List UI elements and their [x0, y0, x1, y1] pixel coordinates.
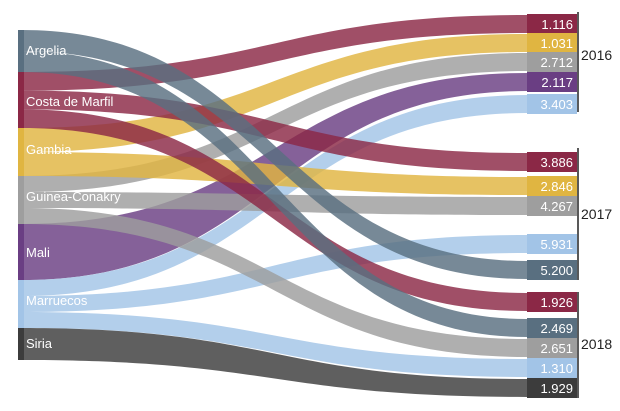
source-bars — [18, 30, 24, 360]
value-box — [527, 196, 577, 216]
year-label: 2017 — [581, 206, 612, 222]
value-box — [527, 52, 577, 72]
flow-ribbon-gambia-2016 — [22, 34, 527, 152]
value-box — [527, 338, 577, 358]
source-bar-costa-de-marfil — [18, 72, 24, 128]
source-bar-argelia — [18, 30, 24, 72]
flow-ribbon-argelia-2018 — [22, 51, 527, 337]
value-label: 2.846 — [540, 179, 573, 194]
value-box — [527, 72, 577, 92]
source-label: Mali — [26, 245, 50, 260]
flow-ribbon-guinea-conakry-2018 — [22, 208, 527, 357]
value-label: 2.712 — [540, 55, 573, 70]
value-label: 4.267 — [540, 199, 573, 214]
value-box — [527, 176, 577, 196]
year-label: 2016 — [581, 47, 612, 63]
year-label: 2018 — [581, 336, 612, 352]
flow-ribbon-costa-de-marfil-2018 — [22, 109, 527, 311]
value-box — [527, 94, 577, 114]
source-bar-siria — [18, 328, 24, 360]
value-box — [527, 260, 577, 280]
source-bar-marruecos — [18, 280, 24, 328]
destination-bars — [527, 14, 577, 398]
value-box — [527, 358, 577, 378]
value-box — [527, 33, 577, 53]
value-box — [527, 14, 577, 34]
source-label: Guinea-Conakry — [26, 189, 121, 204]
value-label: 1.929 — [540, 381, 573, 396]
value-box — [527, 292, 577, 312]
value-box — [527, 318, 577, 338]
source-bar-gambia — [18, 128, 24, 176]
source-bar-mali — [18, 224, 24, 280]
source-label: Gambia — [26, 142, 72, 157]
value-box — [527, 234, 577, 254]
value-label: 5.200 — [540, 263, 573, 278]
value-label: 1.116 — [541, 17, 573, 32]
flow-ribbons — [22, 15, 527, 397]
source-bar-guinea-conakry — [18, 176, 24, 224]
flow-ribbon-gambia-2017 — [22, 152, 527, 195]
value-label: 3.886 — [540, 155, 573, 170]
chart-labels: Argelia Costa de Marfil Gambia Guinea-Conak… — [26, 12, 612, 398]
value-label: 3.403 — [540, 97, 573, 112]
source-label: Costa de Marfil — [26, 94, 114, 109]
flow-ribbon-argelia-2017 — [22, 30, 527, 279]
value-label: 1.310 — [540, 361, 573, 376]
value-label: 2.469 — [540, 321, 573, 336]
value-box — [527, 378, 577, 398]
value-label: 2.651 — [540, 341, 573, 356]
source-label: Argelia — [26, 43, 67, 58]
flow-ribbon-marruecos-2018 — [22, 312, 527, 377]
flow-ribbon-costa-de-marfil-2017 — [22, 90, 527, 171]
value-box — [527, 152, 577, 172]
source-label: Marruecos — [26, 293, 88, 308]
value-label: 1.031 — [540, 36, 573, 51]
value-label: 5.931 — [540, 237, 573, 252]
value-label: 2.117 — [541, 75, 573, 90]
source-label: Siria — [26, 336, 53, 351]
value-label: 1.926 — [540, 295, 573, 310]
flow-ribbon-siria-2018 — [22, 328, 527, 397]
